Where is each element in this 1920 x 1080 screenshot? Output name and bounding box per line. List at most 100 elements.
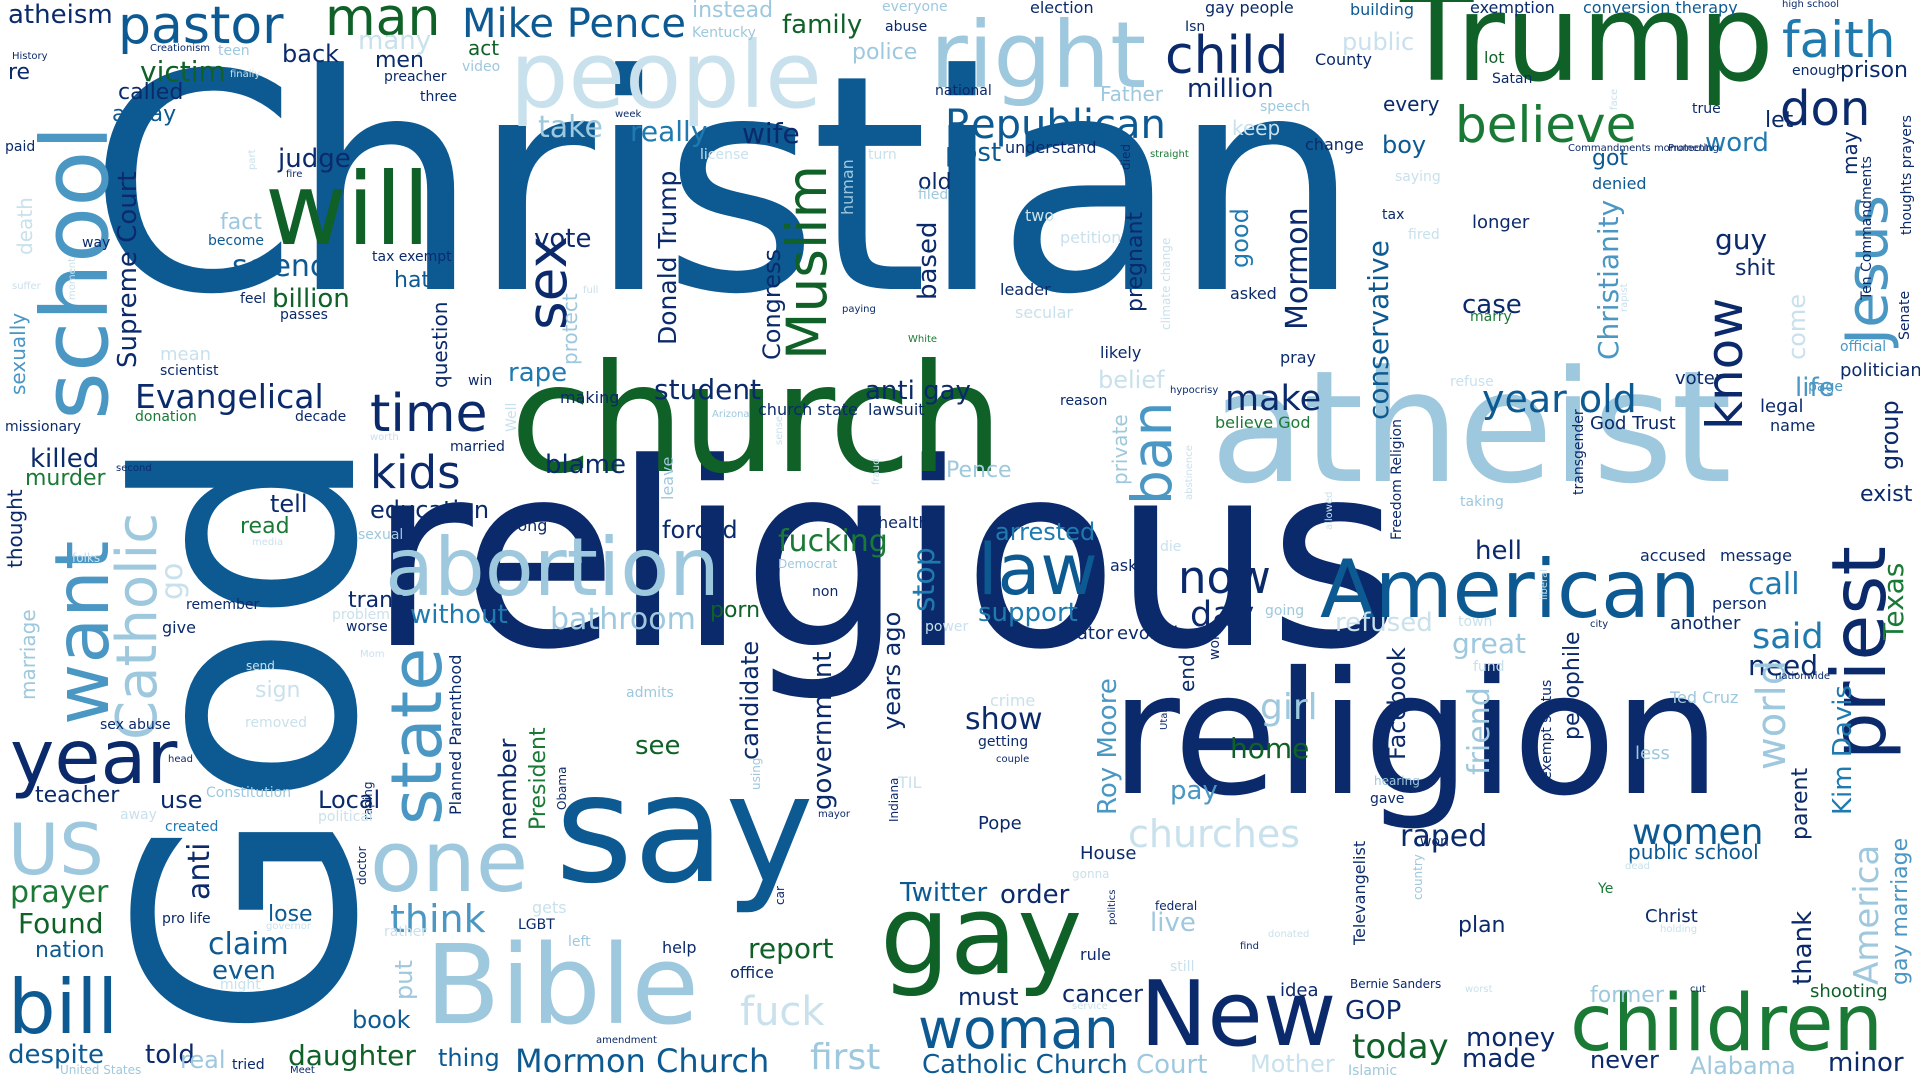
word: put (390, 960, 418, 1000)
word: stop (907, 547, 942, 612)
word: science (232, 249, 345, 284)
word: faith (1782, 11, 1896, 69)
word: support (978, 598, 1078, 628)
word: hearing (1374, 774, 1420, 788)
word: God Trust (1590, 413, 1676, 434)
word: based (913, 221, 943, 300)
word: got (1592, 146, 1629, 171)
word: away (120, 807, 157, 823)
word: American (1320, 543, 1701, 636)
word: nation (35, 938, 105, 963)
word: act (468, 36, 500, 60)
word: first (810, 1037, 881, 1078)
word: making (560, 388, 620, 407)
word: forced (662, 516, 738, 544)
word: couple (996, 754, 1030, 765)
word: exemption (1470, 0, 1555, 17)
word: instead (692, 0, 774, 23)
word: car (773, 886, 787, 905)
word: Arizona (712, 409, 750, 420)
word: building (1350, 0, 1415, 19)
word: private (1108, 414, 1132, 485)
word: money (1466, 1023, 1556, 1053)
word: leave (658, 456, 677, 500)
word: read (240, 514, 290, 539)
word: rapist (1619, 283, 1630, 313)
word: doctor (355, 846, 369, 885)
word: House (1080, 843, 1137, 864)
word: lose (268, 902, 313, 927)
word: called (118, 80, 184, 105)
word: second (116, 463, 152, 474)
word: evolution (1117, 623, 1201, 644)
word: person (1712, 594, 1767, 613)
word: head (168, 754, 193, 765)
word: scientist (160, 363, 219, 379)
word: governor (266, 921, 312, 932)
word: become (208, 233, 265, 249)
word: page (1808, 379, 1843, 395)
word: go (155, 562, 190, 600)
word: politics (1107, 889, 1118, 925)
word: died (1119, 144, 1133, 170)
word: need (1748, 649, 1818, 682)
word: Protecting (1668, 143, 1719, 154)
word: every (1383, 92, 1440, 116)
word: name (1770, 416, 1816, 435)
word: know (1696, 297, 1754, 430)
word: legal (1760, 396, 1804, 417)
word: tax (1382, 207, 1405, 223)
word: federal (1155, 899, 1198, 913)
word: GOP (1345, 996, 1402, 1026)
word: America (1847, 844, 1887, 985)
word: liberal (1539, 568, 1550, 600)
word: Local (318, 786, 381, 814)
word: family (782, 10, 863, 40)
word: year (10, 713, 178, 801)
word: message (1720, 546, 1792, 565)
word: paying (842, 304, 876, 315)
word: folks (72, 551, 101, 565)
word: New (1140, 962, 1337, 1067)
word: Twitter (900, 878, 988, 908)
word: must (958, 983, 1019, 1011)
word: life (1795, 373, 1835, 403)
word: Republican (945, 102, 1166, 148)
word: less (1635, 743, 1670, 764)
word: true (1692, 101, 1721, 117)
word: plan (1458, 913, 1506, 938)
word: Obama (555, 766, 569, 810)
word: Bible (425, 921, 700, 1049)
word: find (1240, 941, 1259, 952)
word: live (1150, 908, 1196, 938)
word: face (1609, 88, 1620, 110)
word: gay (880, 871, 1083, 999)
word: refuse (1450, 374, 1494, 390)
word: friend (1462, 687, 1497, 775)
word: Alabama (1690, 1052, 1796, 1080)
word: sex abuse (100, 717, 171, 733)
word: die (1160, 539, 1182, 555)
word: education (370, 496, 490, 524)
word: candidate (736, 640, 764, 760)
word: tried (232, 1057, 265, 1073)
word: Meet (290, 1065, 315, 1076)
word: donation (135, 409, 197, 425)
word: people (510, 22, 822, 129)
word: child (1165, 26, 1289, 86)
word: cut (1690, 984, 1706, 995)
word: come (1783, 293, 1811, 360)
word: wrong (498, 516, 548, 535)
word: abstinence (1184, 445, 1195, 500)
word: gonna (1072, 867, 1110, 881)
word: rule (1080, 945, 1112, 964)
word: hell (1475, 536, 1522, 566)
word: thank (1788, 910, 1818, 985)
word: mean (160, 344, 212, 365)
word: daughter (288, 1039, 416, 1072)
word: Freedom Religion (1389, 419, 1405, 540)
word: Televangelist (1350, 840, 1369, 945)
word: Senate (1897, 290, 1913, 340)
word: saying (1395, 169, 1441, 185)
word: might (220, 977, 261, 993)
